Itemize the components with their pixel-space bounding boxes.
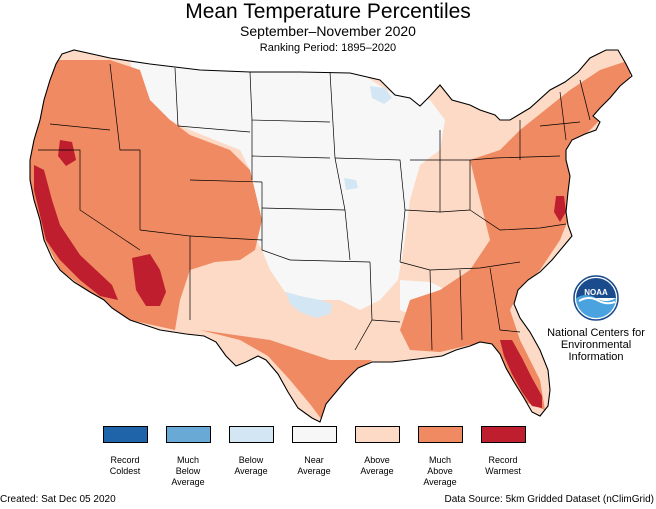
org-line-1: National Centers for [547,327,645,339]
legend-swatch-record-warmest [481,426,526,443]
below-average-region [286,292,332,318]
noaa-logo-text: NOAA [584,288,608,297]
map-title: Mean Temperature Percentiles [185,0,471,23]
legend-label-much-below: Much Below Average [171,455,205,487]
legend-swatch-record-coldest [103,426,148,443]
org-line-3: Information [568,351,624,363]
us-outline [29,49,633,423]
below-average-region [370,86,392,104]
legend-swatch-much-above [418,426,463,443]
legend-swatch-much-below [166,426,211,443]
record-warmest-region [132,254,166,306]
record-warmest-region [58,140,76,166]
legend-label-above: Above Average [360,455,394,476]
map-subtitle: September–November 2020 [240,23,416,39]
noaa-logo: NOAA [573,275,619,321]
near-average-region [130,62,445,310]
organization-name: National Centers for Environmental Infor… [540,327,652,363]
state-boundaries [38,63,591,351]
legend-label-near: Near Average [297,455,331,476]
legend-swatch-near [292,426,337,443]
record-warmest-region [34,165,118,300]
ranking-period: Ranking Period: 1895–2020 [259,42,397,54]
legend-label-much-above: Much Above Average [423,455,457,487]
legend-swatch-above [355,426,400,443]
legend-label-below: Below Average [234,455,268,476]
data-source: Data Source: 5km Gridded Dataset (nClimG… [444,494,654,505]
much-above-average-region [200,330,372,420]
org-line-2: Environmental [560,339,632,351]
below-average-region [344,178,358,190]
legend-swatch-below [229,426,274,443]
created-date: Created: Sat Dec 05 2020 [0,494,116,505]
record-warmest-region [500,340,542,408]
legend: Record Coldest Much Below Average Below Aver… [0,426,656,492]
legend-label-record-warmest: Record Warmest [485,455,521,476]
legend-label-record-coldest: Record Coldest [109,455,141,476]
record-warmest-region [554,196,566,222]
